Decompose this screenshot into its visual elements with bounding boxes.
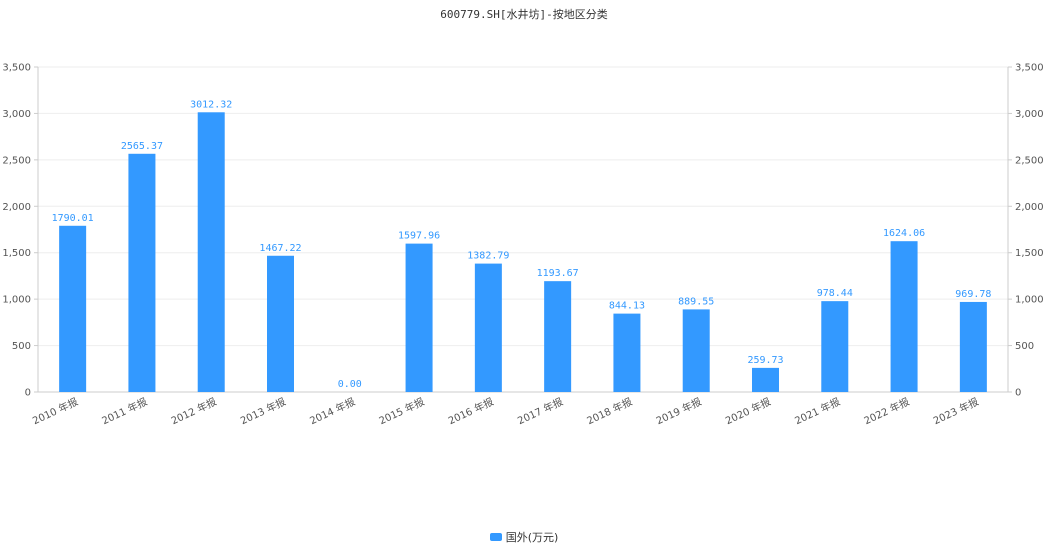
x-tick-label: 2011 年报 [100, 395, 150, 427]
bars [59, 112, 987, 392]
legend-label: 国外(万元) [505, 531, 559, 544]
bar [405, 243, 433, 392]
x-tick-label: 2016 年报 [446, 395, 496, 427]
data-label: 1467.22 [259, 243, 301, 254]
x-tick-label: 2012 年报 [169, 395, 219, 427]
x-tick-label: 2013 年报 [238, 395, 288, 427]
chart-title: 600779.SH[水井坊]-按地区分类 [440, 8, 608, 21]
y-tick-label-left: 1,000 [2, 295, 31, 306]
data-label: 1193.67 [537, 268, 579, 279]
y-tick-label-right: 3,000 [1015, 109, 1044, 120]
data-label: 1790.01 [52, 213, 94, 224]
bar [959, 301, 987, 392]
y-tick-label-right: 1,500 [1015, 248, 1044, 259]
bar [752, 367, 779, 392]
y-tick-label-left: 3,000 [2, 109, 31, 120]
x-tick-label: 2022 年报 [862, 395, 912, 427]
data-label: 1597.96 [398, 231, 440, 242]
data-label: 889.55 [678, 296, 714, 307]
legend-swatch [489, 533, 502, 541]
x-tick-label: 2010 年报 [30, 395, 80, 427]
y-tick-label-left: 2,500 [2, 155, 31, 166]
y-tick-label-right: 500 [1015, 341, 1034, 352]
bar [613, 313, 641, 392]
x-tick-label: 2023 年报 [931, 395, 981, 427]
bar [474, 263, 502, 392]
x-tick-label: 2015 年报 [377, 395, 427, 427]
y-tick-label-left: 0 [25, 388, 31, 399]
y-tick-label-left: 3,500 [2, 63, 31, 74]
bar [267, 255, 294, 392]
data-label: 1382.79 [467, 251, 509, 262]
bar [890, 241, 918, 392]
data-label: 969.78 [955, 289, 991, 300]
bar [197, 112, 225, 392]
y-tick-label-right: 0 [1015, 388, 1021, 399]
data-label: 3012.32 [190, 99, 232, 110]
x-tick-label: 2014 年报 [307, 395, 357, 427]
x-tick-label: 2019 年报 [654, 395, 704, 427]
data-label: 978.44 [817, 288, 853, 299]
bar [821, 301, 849, 392]
data-labels: 1790.01 2565.37 3012.32 1467.22 0.00 1597.96 1… [52, 99, 992, 390]
x-tick-label: 2020 年报 [723, 395, 773, 427]
x-tick-label: 2021 年报 [792, 395, 842, 427]
y-tick-label-left: 500 [12, 341, 31, 352]
y-tick-label-right: 2,000 [1015, 202, 1044, 213]
x-tick-label: 2017 年报 [515, 395, 565, 427]
data-label: 1624.06 [883, 228, 925, 239]
bar [59, 225, 87, 392]
y-tick-label-left: 1,500 [2, 248, 31, 259]
x-tick-label: 2018 年报 [585, 395, 635, 427]
data-label: 0.00 [338, 379, 362, 390]
gridlines [38, 66, 1008, 347]
axes: 0 0 500 500 1,000 1,000 1,500 1,500 2,000 2,000 2,… [2, 63, 1043, 428]
y-tick-label-right: 1,000 [1015, 295, 1044, 306]
bar [544, 281, 572, 392]
data-label: 2565.37 [121, 141, 163, 152]
data-label: 844.13 [609, 301, 645, 312]
bar [128, 153, 156, 392]
bar [682, 309, 710, 392]
y-tick-label-right: 3,500 [1015, 63, 1044, 74]
legend[interactable]: 国外(万元) [0, 529, 1048, 545]
y-tick-label-left: 2,000 [2, 202, 31, 213]
data-label: 259.73 [747, 355, 783, 366]
y-tick-label-right: 2,500 [1015, 155, 1044, 166]
